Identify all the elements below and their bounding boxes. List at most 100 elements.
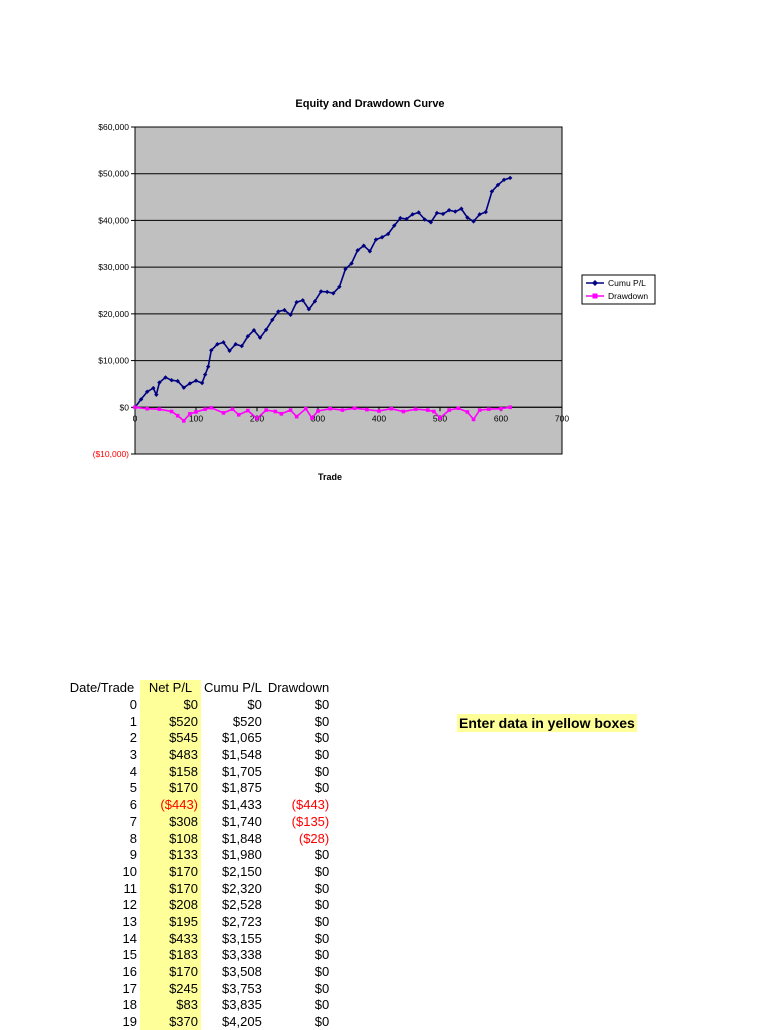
net-pl-cell[interactable]: $483 [140, 746, 201, 764]
legend-box [581, 274, 656, 305]
cumu-pl-point [422, 217, 427, 222]
trade-cell: 3 [129, 747, 137, 763]
net-pl-cell[interactable]: $170 [140, 963, 201, 981]
drawdown-point [432, 409, 436, 414]
cumu-pl-point [251, 328, 257, 333]
net-pl-cell[interactable]: $170 [140, 863, 201, 881]
net-pl-cell[interactable]: $520 [140, 713, 201, 731]
cumu-pl-point [343, 266, 348, 272]
net-pl-cell[interactable]: $170 [140, 780, 201, 797]
drawdown-point [499, 406, 503, 411]
net-pl-cell[interactable]: $433 [140, 930, 201, 947]
cumu-pl-cell: $2,320 [222, 880, 262, 896]
net-pl-cell[interactable]: $108 [140, 830, 201, 847]
drawdown-point [279, 412, 284, 416]
cumu-pl-point [257, 335, 263, 340]
drawdown-point [209, 405, 214, 410]
drawdown-point [377, 409, 381, 413]
equity-drawdown-chart: Equity and Drawdown Curve $60,000 $50,000… [93, 98, 656, 482]
cumu-pl-point [404, 216, 409, 222]
legend-drawdown-square-icon [592, 293, 598, 299]
table-row: 16 $170 $3,508 $0 [64, 963, 332, 981]
net-pl-cell[interactable]: $545 [140, 730, 201, 747]
cumu-pl-cell: $1,875 [222, 780, 262, 796]
net-pl-cell[interactable]: $158 [140, 763, 201, 781]
net-pl-cell[interactable]: $183 [140, 947, 201, 964]
drawdown-cell: $0 [314, 713, 330, 729]
drawdown-point [294, 414, 299, 419]
cumu-pl-point [270, 317, 275, 323]
drawdown-cell: $0 [314, 763, 330, 779]
trade-cell: 4 [129, 763, 137, 779]
y-tick-label: ($10,000) [93, 449, 130, 459]
cumu-pl-cell: $520 [232, 713, 262, 729]
trade-cell: 5 [129, 780, 137, 796]
net-pl-cell[interactable]: $83 [140, 997, 201, 1014]
drawdown-cell: $0 [314, 930, 330, 946]
net-pl-cell[interactable]: $370 [140, 1013, 201, 1030]
drawdown-cell: $0 [314, 747, 330, 763]
cumu-pl-point [337, 284, 342, 289]
y-tick-label: $60,000 [98, 122, 129, 132]
net-pl-cell[interactable]: $133 [140, 846, 201, 864]
drawdown-cell: $0 [314, 980, 330, 996]
table-row: 5 $170 $1,875 $0 [64, 780, 332, 797]
net-pl-cell[interactable]: $0 [140, 696, 201, 714]
x-tick-label: 0 [133, 413, 138, 423]
drawdown-point [157, 407, 162, 411]
cumu-pl-point [215, 342, 220, 347]
trade-cell: 14 [122, 930, 137, 946]
y-tick-label: $50,000 [98, 169, 129, 179]
cumu-pl-point [349, 261, 354, 266]
drawdown-point [447, 408, 451, 412]
table-row: 8 $108 $1,848 ($28) [64, 830, 332, 847]
drawdown-cell: $0 [314, 997, 330, 1013]
cumu-pl-point [392, 223, 397, 228]
cumu-pl-point [202, 372, 208, 377]
drawdown-point [203, 407, 207, 411]
drawdown-point [487, 407, 491, 411]
cumu-pl-point [373, 237, 379, 242]
table-row: 0 $0 $0 $0 [64, 696, 332, 714]
net-pl-cell[interactable]: $208 [140, 896, 201, 914]
cumu-pl-point [206, 364, 211, 369]
cumu-pl-point [446, 207, 452, 213]
net-pl-cell[interactable]: $170 [140, 880, 201, 897]
trade-cell: 17 [122, 980, 137, 996]
plot-area [134, 126, 563, 455]
header-cumu-pl: Cumu P/L [204, 680, 262, 696]
drawdown-point [175, 413, 180, 418]
net-pl-cell[interactable]: $245 [140, 980, 201, 998]
trade-cell: 8 [129, 830, 137, 846]
cumu-pl-point [410, 212, 415, 217]
cumu-pl-point [331, 291, 336, 296]
table-row: 3 $483 $1,548 $0 [64, 746, 332, 764]
drawdown-point [145, 406, 149, 411]
cumu-pl-point [163, 375, 168, 380]
header-drawdown: Drawdown [267, 680, 330, 696]
net-pl-cell[interactable]: ($443) [140, 796, 201, 814]
net-pl-cell[interactable]: $308 [140, 813, 201, 831]
drawdown-point [471, 417, 476, 422]
trade-cell: 6 [129, 797, 137, 813]
cumu-pl-cell: $1,433 [222, 797, 262, 813]
chart-title: Equity and Drawdown Curve [295, 98, 444, 110]
cumu-pl-point [157, 380, 162, 385]
table-row: 15 $183 $3,338 $0 [64, 947, 332, 964]
table-row: 11 $170 $2,320 $0 [64, 880, 332, 897]
cumu-pl-point [477, 212, 482, 217]
cumu-pl-point [263, 327, 269, 332]
drawdown-point [182, 419, 186, 423]
drawdown-point [236, 412, 241, 417]
trade-cell: 7 [129, 813, 137, 829]
drawdown-point [133, 405, 137, 410]
x-tick-label: 600 [494, 413, 508, 423]
drawdown-cell: ($443) [291, 797, 330, 813]
net-pl-cell[interactable]: $195 [140, 913, 201, 931]
trade-cell: 19 [122, 1014, 137, 1030]
cumu-pl-point [294, 299, 299, 305]
drawdown-cell: ($28) [298, 830, 330, 846]
drawdown-point [288, 408, 293, 412]
x-axis-label: Trade [318, 472, 342, 482]
cumu-pl-point [209, 348, 214, 353]
